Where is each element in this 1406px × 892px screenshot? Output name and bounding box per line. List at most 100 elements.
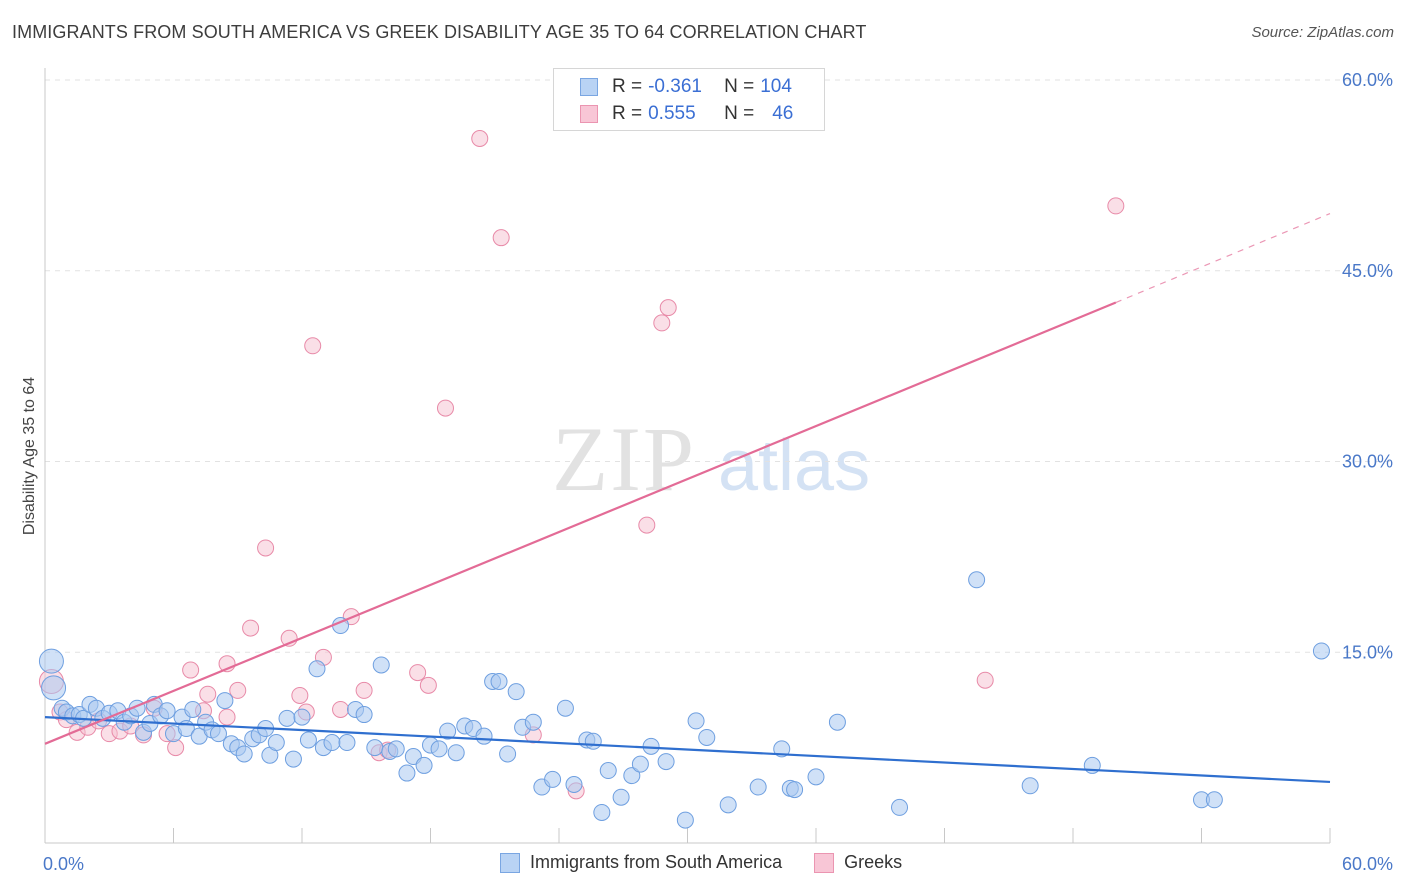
south-america-point [687, 712, 705, 730]
greeks-point [257, 539, 275, 557]
series-legend: Immigrants from South America Greeks [500, 852, 934, 873]
greeks-point [355, 681, 373, 699]
south-america-point [355, 706, 373, 724]
gridlines [45, 79, 1393, 653]
south-america-point [38, 648, 64, 674]
south-america-point [556, 699, 574, 717]
south-america-point [235, 745, 253, 763]
south-america-point [366, 739, 384, 757]
greeks-point [242, 619, 260, 637]
south-america-point [372, 656, 390, 674]
greeks-point [199, 685, 217, 703]
south-america-point [308, 660, 326, 678]
south-america-point [1312, 642, 1330, 660]
legend-swatch-pink [580, 105, 598, 123]
legend-r-label: R = [612, 76, 643, 97]
legend-r-value: -0.361 [648, 76, 702, 97]
x-tick-label: 60.0% [1342, 854, 1393, 874]
source-credit: Source: ZipAtlas.com [1251, 24, 1394, 41]
greeks-point [436, 399, 454, 417]
series-legend-greeks: Greeks [814, 852, 902, 873]
legend-r-value: 0.555 [648, 103, 696, 124]
series-name: Immigrants from South America [530, 852, 783, 872]
south-america-point [544, 770, 562, 788]
south-america-point [293, 708, 311, 726]
greeks-point [976, 671, 994, 689]
south-america-point [278, 709, 296, 727]
x-tick-label: 0.0% [43, 854, 84, 874]
south-america-point [338, 734, 356, 752]
south-america-point [786, 781, 804, 799]
chart-title: IMMIGRANTS FROM SOUTH AMERICA VS GREEK D… [12, 22, 867, 42]
south-america-point [631, 755, 649, 773]
greeks-point [1107, 197, 1125, 215]
tick-labels: 15.0% 30.0% 45.0% 60.0% 0.0% 60.0% [43, 70, 1393, 874]
south-america-point [565, 776, 583, 794]
greeks-point [229, 681, 247, 699]
legend-r-label: R = [612, 103, 643, 124]
y-tick-label: 30.0% [1342, 452, 1393, 472]
south-america-point [773, 740, 791, 758]
trend-lines [44, 212, 1331, 784]
y-axis-label: Disability Age 35 to 64 [21, 377, 38, 535]
legend-n-value: 46 [772, 103, 794, 124]
y-tick-label: 15.0% [1342, 642, 1393, 662]
south-america-point [415, 756, 433, 774]
south-america-point [657, 753, 675, 771]
south-america-point [524, 713, 542, 731]
south-america-point [623, 767, 641, 785]
south-america-point [490, 672, 508, 690]
south-america-point [41, 675, 67, 701]
south-america-point [387, 740, 405, 758]
greeks-point [409, 664, 427, 682]
south-america-point [184, 700, 202, 718]
south-america-point [749, 778, 767, 796]
greeks-point [218, 708, 236, 726]
legend-swatch-blue [580, 78, 598, 96]
series-swatch-pink [814, 852, 835, 873]
legend-row-greeks: R = 0.555 N = 46 [580, 102, 793, 126]
watermark-atlas: atlas [718, 426, 870, 506]
south-america-point [499, 745, 517, 763]
greeks-point [653, 314, 671, 332]
south-america-point [593, 803, 611, 821]
greeks-trend-extension [1115, 212, 1331, 304]
south-america-point [323, 734, 341, 752]
greeks-point [638, 516, 656, 534]
south-america-point [584, 732, 602, 750]
series-legend-south-america: Immigrants from South America [500, 852, 782, 873]
south-america-point [698, 728, 716, 746]
greeks-point [659, 299, 677, 317]
south-america-point [507, 683, 525, 701]
south-america-point [216, 692, 234, 710]
y-tick-label: 60.0% [1342, 70, 1393, 90]
axes [44, 68, 1331, 844]
greeks-trend-line [44, 301, 1117, 745]
south-america-point [447, 744, 465, 762]
south-america-trend-line [44, 716, 1331, 784]
south-america-point [209, 725, 227, 743]
south-america-point [891, 798, 909, 816]
south-america-point [475, 727, 493, 745]
correlation-legend: R = -0.361 N = 104 R = 0.555 N = 46 [553, 68, 825, 131]
watermark-zip: ZIP [552, 408, 696, 510]
series-name: Greeks [844, 852, 903, 872]
legend-n-label: N = [724, 76, 755, 97]
south-america-point [612, 788, 630, 806]
south-america-point [676, 811, 694, 829]
south-america-point [398, 764, 416, 782]
south-america-points [38, 571, 1330, 829]
south-america-point [719, 796, 737, 814]
greeks-point [167, 739, 185, 757]
greeks-point [471, 129, 489, 147]
south-america-point [1021, 777, 1039, 795]
legend-n-label: N = [724, 103, 755, 124]
legend-row-south-america: R = -0.361 N = 104 [580, 75, 792, 99]
south-america-point [430, 740, 448, 758]
south-america-point [299, 731, 317, 749]
south-america-point [158, 702, 176, 720]
y-tick-label: 45.0% [1342, 261, 1393, 281]
south-america-point [267, 734, 285, 752]
south-america-point [807, 768, 825, 786]
legend-n-value: 104 [760, 76, 792, 97]
